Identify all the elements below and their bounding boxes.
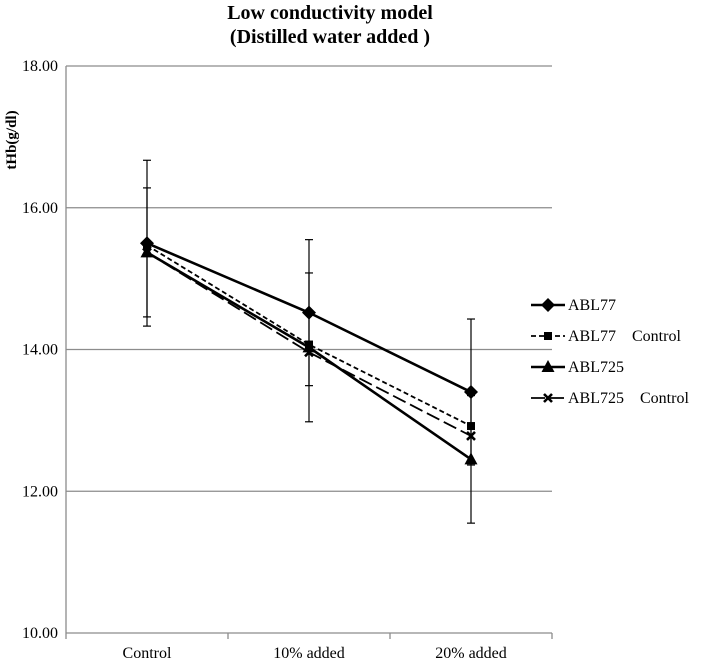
- legend-marker-2: [541, 360, 555, 372]
- y-tick-label: 12.00: [22, 483, 58, 500]
- chart-subtitle: (Distilled water added ): [230, 26, 430, 48]
- y-axis-label: tHb(g/dl): [4, 110, 20, 169]
- legend-marker-0: [541, 298, 555, 312]
- data-point-3-0: [142, 247, 152, 258]
- legend-marker-1: [544, 332, 552, 340]
- legend-label-1: ABL77 Control: [568, 328, 681, 345]
- y-tick-label: 16.00: [22, 200, 58, 217]
- data-point-0-2: [464, 385, 478, 400]
- data-point-1-0: [143, 241, 151, 250]
- y-tick-label: 18.00: [22, 58, 58, 75]
- data-point-2-2: [464, 452, 478, 465]
- legend-label-2: ABL725: [568, 359, 624, 376]
- plot-area: 10.00 12.00 14.00 16.00 18.00 Control 10% adde…: [22, 58, 553, 662]
- x-tick-label: Control: [123, 645, 172, 662]
- legend: ABL77 ABL77 Control ABL725 ABL725 Control: [531, 297, 689, 407]
- legend-label-3: ABL725 Control: [568, 390, 689, 407]
- chart-title: Low conductivity model: [227, 2, 433, 24]
- y-tick-label: 10.00: [22, 625, 58, 642]
- legend-marker-3: [543, 393, 553, 403]
- y-tick-label: 14.00: [22, 342, 58, 359]
- data-point-3-1: [304, 347, 314, 358]
- data-point-1-2: [467, 422, 475, 431]
- x-tick-label: 20% added: [435, 645, 507, 662]
- data-point-3-2: [466, 431, 476, 441]
- data-point-0-1: [302, 305, 316, 320]
- x-tick-label: 10% added: [273, 645, 345, 662]
- legend-label-0: ABL77: [568, 297, 616, 314]
